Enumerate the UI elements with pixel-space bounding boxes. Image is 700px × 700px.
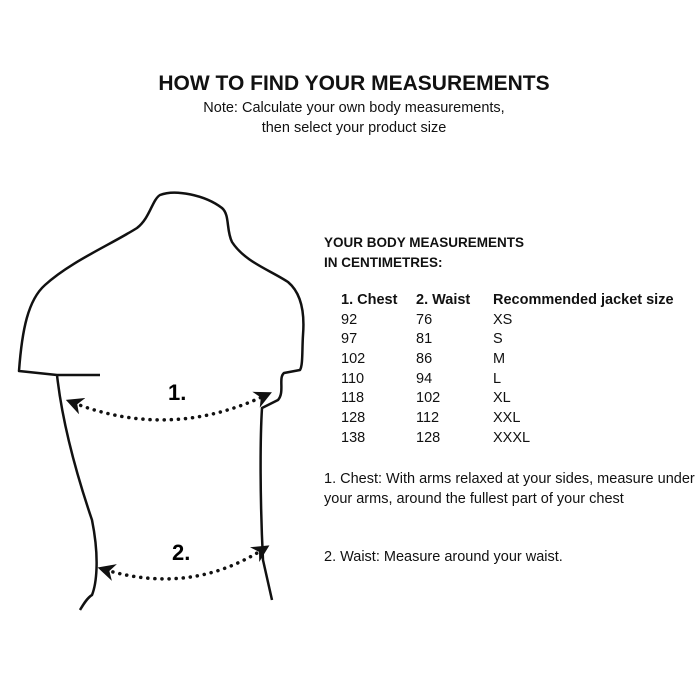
cell-chest: 97 xyxy=(341,331,358,348)
cell-chest: 128 xyxy=(341,410,366,427)
cell-size: XS xyxy=(493,311,513,328)
header-waist: 2. Waist xyxy=(416,292,471,308)
table-row: 97 81 S xyxy=(341,330,674,350)
chest-label: 1. xyxy=(168,380,186,405)
waist-explanation: 2. Waist: Measure around your waist. xyxy=(324,549,563,565)
cell-size: XL xyxy=(493,390,511,407)
table-row: 138 128 XXXL xyxy=(341,429,674,449)
cell-waist: 102 xyxy=(416,390,441,407)
chest-explanation: 1. Chest: With arms relaxed at your side… xyxy=(324,471,695,507)
cell-waist: 86 xyxy=(416,351,433,368)
table-row: 128 112 XXL xyxy=(341,409,674,429)
cell-waist: 76 xyxy=(416,311,433,328)
table-row: 102 86 M xyxy=(341,350,674,370)
waist-arrow-icon xyxy=(97,545,270,581)
measurements-heading: YOUR BODY MEASUREMENTS IN CENTIMETRES: xyxy=(324,233,524,273)
cell-waist: 112 xyxy=(416,410,440,427)
table-row: 118 102 XL xyxy=(341,389,674,409)
cell-chest: 118 xyxy=(341,390,365,407)
table-header: 1. Chest 2. Waist Recommended jacket siz… xyxy=(341,291,674,311)
table-row: 92 76 XS xyxy=(341,311,674,331)
cell-chest: 92 xyxy=(341,311,358,328)
header-size: Recommended jacket size xyxy=(493,292,674,308)
header-chest: 1. Chest xyxy=(341,292,398,308)
waist-label: 2. xyxy=(172,540,190,565)
cell-size: XXXL xyxy=(493,429,531,446)
cell-size: M xyxy=(493,351,506,368)
table-row: 110 94 L xyxy=(341,370,674,390)
note-line: Note: Calculate your own body measuremen… xyxy=(203,100,505,116)
heading-line: IN CENTIMETRES: xyxy=(324,255,443,270)
note-line: then select your product size xyxy=(261,120,447,136)
page-title: HOW TO FIND YOUR MEASUREMENTS xyxy=(158,72,550,95)
size-table: 1. Chest 2. Waist Recommended jacket siz… xyxy=(341,291,674,449)
cell-waist: 128 xyxy=(416,429,441,446)
cell-chest: 102 xyxy=(341,351,366,368)
torso-outline xyxy=(17,191,305,611)
cell-size: S xyxy=(493,331,503,348)
chest-arrow-icon xyxy=(65,391,272,422)
heading-line: YOUR BODY MEASUREMENTS xyxy=(324,235,525,250)
cell-size: XXL xyxy=(493,410,521,427)
cell-waist: 81 xyxy=(416,331,433,348)
cell-chest: 138 xyxy=(341,429,366,446)
cell-size: L xyxy=(493,370,502,387)
cell-chest: 110 xyxy=(341,370,365,387)
cell-waist: 94 xyxy=(416,370,433,387)
